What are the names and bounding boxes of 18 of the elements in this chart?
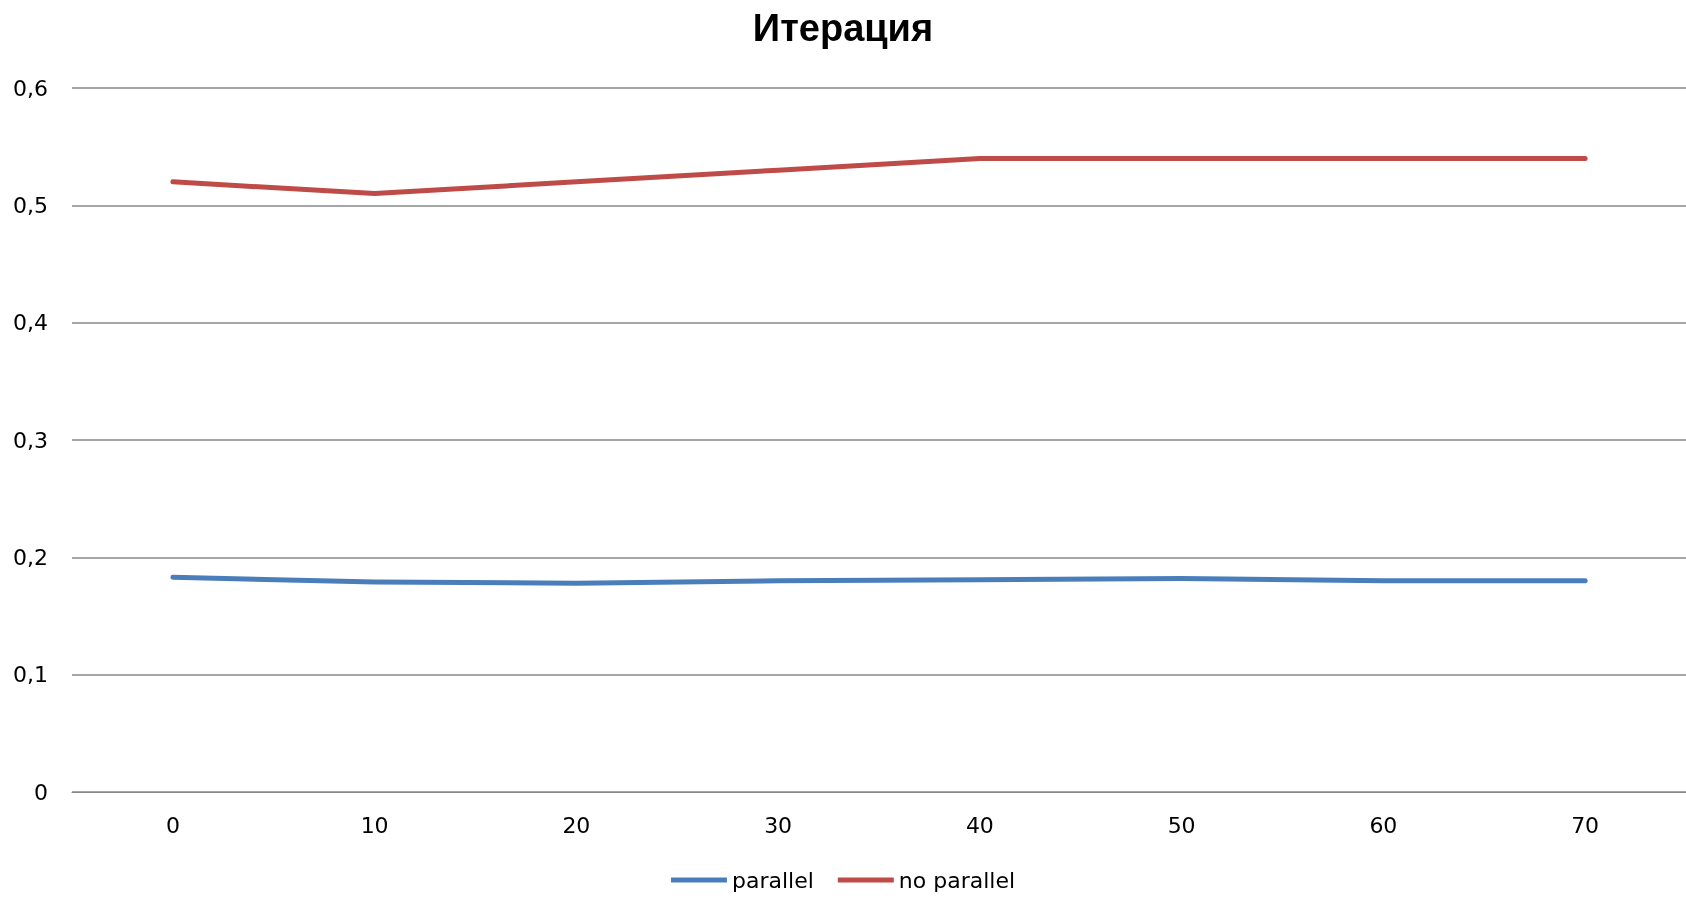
x-tick-label: 50 [1167, 812, 1196, 838]
y-tick-label: 0,3 [13, 427, 48, 453]
y-tick-label: 0,5 [13, 192, 48, 218]
x-tick-label: 30 [764, 812, 793, 838]
legend-label: parallel [731, 867, 814, 893]
y-tick-label: 0,4 [13, 310, 48, 336]
x-tick-label: 20 [562, 812, 591, 838]
x-tick-label: 0 [165, 812, 180, 838]
chart-title: Итерация [752, 7, 934, 49]
x-tick-label: 10 [360, 812, 389, 838]
y-tick-label: 0,1 [13, 662, 48, 688]
x-tick-label: 40 [965, 812, 994, 838]
x-tick-label: 60 [1369, 812, 1398, 838]
y-tick-label: 0 [34, 779, 48, 805]
x-tick-label: 70 [1571, 812, 1600, 838]
y-tick-label: 0,6 [13, 75, 48, 101]
y-tick-label: 0,2 [13, 544, 48, 570]
legend-label: no parallel [898, 867, 1016, 893]
